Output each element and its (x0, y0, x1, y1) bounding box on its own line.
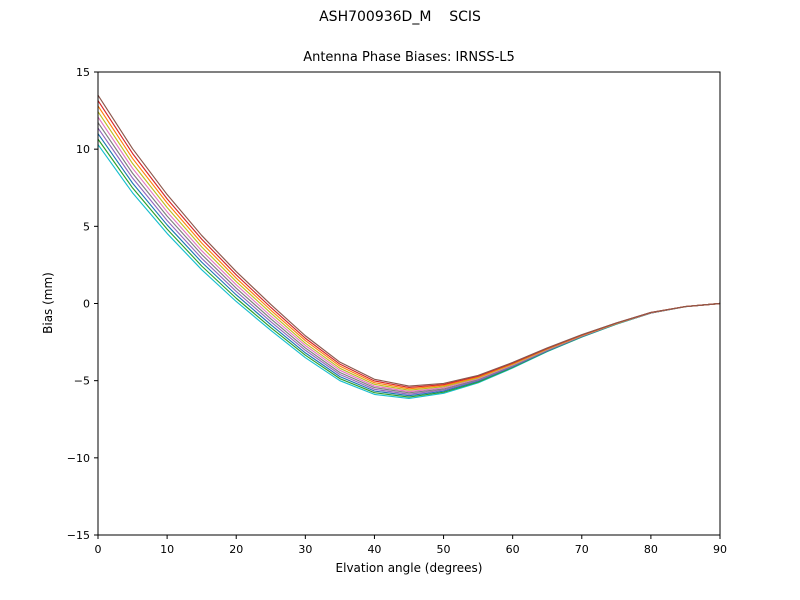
y-tick-label: 10 (76, 143, 90, 156)
x-tick-label: 20 (229, 543, 243, 556)
x-tick-label: 10 (160, 543, 174, 556)
series-line-bias-curve-1 (97, 143, 721, 399)
series-line-bias-curve-5 (97, 122, 721, 394)
series-line-bias-curve-9 (97, 99, 721, 389)
axes-frame (97, 71, 721, 536)
y-tick-label: −10 (67, 452, 90, 465)
x-tick-label: 70 (575, 543, 589, 556)
x-tick-label: 40 (367, 543, 381, 556)
series-line-bias-curve-10 (97, 94, 721, 387)
x-tick-label: 60 (506, 543, 520, 556)
x-tick-label: 90 (713, 543, 727, 556)
x-axis-label: Elvation angle (degrees) (335, 561, 483, 575)
x-tick-label: 0 (95, 543, 102, 556)
chart-title: Antenna Phase Biases: IRNSS-L5 (303, 50, 515, 65)
series-line-bias-curve-2 (97, 138, 721, 398)
x-tick-label: 50 (437, 543, 451, 556)
y-tick-label: −5 (74, 375, 90, 388)
figure-suptitle: ASH700936D_M SCIS (319, 9, 481, 25)
y-tick-label: −15 (67, 529, 90, 542)
y-tick-label: 15 (76, 66, 90, 79)
x-tick-label: 30 (298, 543, 312, 556)
x-tick-label: 80 (644, 543, 658, 556)
series-line-bias-curve-3 (97, 133, 721, 397)
y-tick-label: 0 (83, 298, 90, 311)
series-line-bias-curve-4 (97, 127, 721, 395)
y-tick-label: 5 (83, 220, 90, 233)
